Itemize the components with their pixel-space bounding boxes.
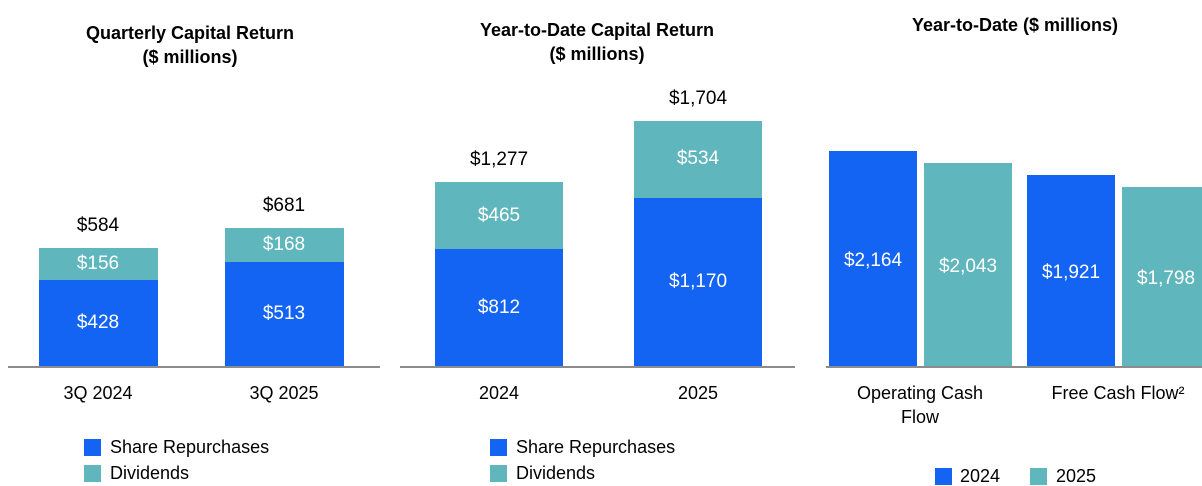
chart-title: Quarterly Capital Return <box>85 23 295 43</box>
legend-label: 2024 <box>960 466 1001 486</box>
segment-label: $156 <box>76 252 120 274</box>
segment-label: $465 <box>477 204 521 226</box>
bar-segment <box>634 197 762 366</box>
bar-segment <box>435 249 563 366</box>
bar-label: $2,043 <box>938 255 998 277</box>
x-tick-label: 2025 <box>677 383 719 403</box>
total-label: $681 <box>262 195 306 217</box>
segment-label: $513 <box>262 303 306 325</box>
legend-label: Dividends <box>110 463 190 483</box>
chart-subtitle: ($ millions) <box>142 47 238 67</box>
bar-segment <box>38 279 158 366</box>
legend-swatch <box>935 468 952 485</box>
bar <box>1027 175 1115 366</box>
bar-label: $2,164 <box>843 249 903 271</box>
x-tick-label: 3Q 2025 <box>249 383 319 403</box>
chart-title: Year-to-Date Capital Return <box>479 20 715 40</box>
legend-label: Share Repurchases <box>516 437 676 457</box>
x-tick-label: Operating Cash Flow <box>856 383 984 427</box>
x-tick-label: Free Cash Flow² <box>1051 383 1185 403</box>
legend-swatch <box>490 439 507 456</box>
legend-label: Dividends <box>516 463 596 483</box>
bar-segment <box>435 182 563 250</box>
axis-line <box>8 366 380 368</box>
chart-title: Year-to-Date ($ millions) <box>911 15 1119 35</box>
axis-line <box>400 366 795 368</box>
bar-label: $1,921 <box>1041 261 1101 283</box>
bar-segment <box>224 262 344 366</box>
bar-segment <box>634 121 762 198</box>
x-tick-label: 2024 <box>478 383 520 403</box>
bar-segment <box>224 228 344 263</box>
legend-label: Share Repurchases <box>110 437 270 457</box>
legend-swatch <box>490 465 507 482</box>
bar <box>829 151 917 366</box>
segment-label: $428 <box>76 311 120 333</box>
bar <box>924 163 1012 366</box>
legend-swatch <box>84 439 101 456</box>
bar-label: $1,798 <box>1136 267 1196 289</box>
total-label: $1,704 <box>668 88 728 109</box>
chart-subtitle: ($ millions) <box>549 44 645 64</box>
segment-label: $1,170 <box>668 270 728 292</box>
legend-label: 2025 <box>1056 466 1097 486</box>
axis-line <box>826 366 1202 368</box>
x-tick-label: 3Q 2024 <box>63 383 133 403</box>
legend-swatch <box>84 465 101 482</box>
segment-label: $812 <box>477 296 521 318</box>
legend-swatch <box>1030 468 1047 485</box>
bar-segment <box>38 248 158 280</box>
segment-label: $168 <box>262 234 306 256</box>
total-label: $584 <box>76 215 120 236</box>
segment-label: $534 <box>676 148 720 170</box>
bar <box>1122 187 1202 366</box>
total-label: $1,277 <box>469 149 529 171</box>
